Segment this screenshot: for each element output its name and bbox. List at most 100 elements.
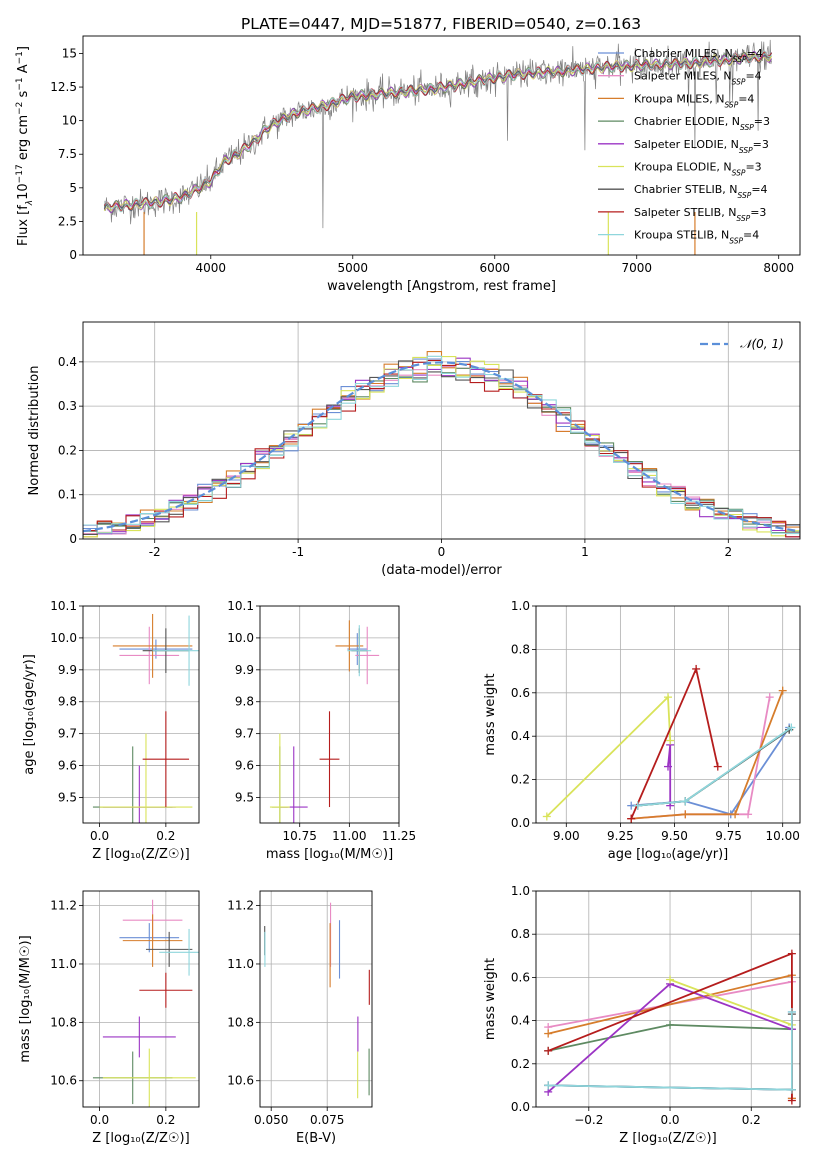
x-axis-label: Z [log₁₀(Z/Z☉)] bbox=[92, 1131, 189, 1146]
y-label-part: A bbox=[16, 64, 31, 77]
y-tick-label: 11.2 bbox=[50, 899, 77, 913]
x-tick-label: 0.075 bbox=[310, 1113, 344, 1127]
x-tick-label: 9.75 bbox=[715, 829, 742, 843]
age_Z-panel: 0.0 0.2 9.5 9.6 9.7 9.8 9.9 10.0 10.1 Z [log₁₀(Z/… bbox=[22, 599, 200, 862]
y-tick-label: 10.8 bbox=[227, 1015, 254, 1029]
legend-nssp: =3 bbox=[750, 206, 766, 219]
legend-label: Chabrier MILES, NSSP=4 bbox=[634, 47, 763, 64]
y-tick-label: 11.0 bbox=[50, 957, 77, 971]
spectrum-panel: 4000 5000 6000 7000 8000 0 2.5 5 7.5 10 12.5 15 wave… bbox=[15, 35, 801, 294]
y-label-part: erg cm bbox=[16, 115, 31, 164]
x-tick-label: 0.050 bbox=[254, 1113, 288, 1127]
y-label-part: −1 bbox=[15, 51, 25, 64]
legend-nssp: =4 bbox=[738, 92, 754, 105]
legend-sub: SSP bbox=[733, 55, 747, 64]
x-tick-label: 11.25 bbox=[382, 829, 416, 843]
y-tick-label: 0.0 bbox=[511, 816, 530, 830]
legend-model-name: Chabrier MILES, N bbox=[634, 47, 733, 60]
y-tick-label: 10.0 bbox=[50, 631, 77, 645]
legend-label: Kroupa STELIB, NSSP=4 bbox=[634, 229, 759, 246]
x-tick-label: 0.2 bbox=[742, 1113, 761, 1127]
y-axis-label: Flux [fλ10−17 erg cm−2 s−1 A−1] bbox=[15, 46, 35, 246]
x-tick-label: 8000 bbox=[763, 261, 794, 275]
legend-label: Salpeter STELIB, NSSP=3 bbox=[634, 206, 766, 223]
y-tick-label: 0.8 bbox=[511, 927, 530, 941]
age_Z-plot-area bbox=[83, 606, 199, 823]
legend-sub: SSP bbox=[732, 77, 746, 86]
y-tick-label: 7.5 bbox=[58, 147, 77, 161]
axes-frame bbox=[82, 605, 200, 824]
y-tick-label: 11.0 bbox=[227, 957, 254, 971]
legend-nssp: =4 bbox=[743, 229, 759, 242]
weight_age-panel: 9.00 9.25 9.50 9.75 10.00 0.0 0.2 0.4 0.6 0.8 1.0 a… bbox=[483, 599, 801, 862]
x-axis-label: E(B-V) bbox=[296, 1131, 336, 1146]
y-tick-label: 0.4 bbox=[58, 355, 77, 369]
y-label-part: 10 bbox=[16, 183, 31, 200]
legend-model-name: Chabrier STELIB, N bbox=[634, 183, 738, 196]
mass_ebv-panel: 0.050 0.075 10.6 10.8 11.0 11.2 E(B-V) bbox=[227, 890, 373, 1146]
x-tick-label: 0.2 bbox=[156, 829, 175, 843]
axes-frame bbox=[82, 890, 200, 1108]
weight-line-4 bbox=[667, 744, 672, 806]
weight_age-plot-area bbox=[536, 606, 800, 823]
y-tick-label: 12.5 bbox=[50, 80, 77, 94]
y-tick-label: 9.5 bbox=[58, 790, 77, 804]
x-tick-label: 11.00 bbox=[332, 829, 366, 843]
y-tick-label: 0 bbox=[69, 248, 77, 262]
weight_Z-panel: −0.2 0.0 0.2 0.0 0.2 0.4 0.6 0.8 1.0 Z [log₁₀(Z/Z… bbox=[483, 884, 801, 1146]
x-axis-label: Z [log₁₀(Z/Z☉)] bbox=[619, 1131, 716, 1146]
y-tick-label: 9.7 bbox=[58, 727, 77, 741]
y-label-part: −17 bbox=[15, 164, 25, 183]
y-tick-label: 0.4 bbox=[511, 1014, 530, 1028]
residuals-plot-area bbox=[83, 322, 800, 539]
x-tick-label: 2 bbox=[724, 545, 732, 559]
histogram-8 bbox=[83, 355, 800, 535]
y-tick-label: 11.2 bbox=[227, 899, 254, 913]
age_mass-panel: 10.75 11.00 11.25 9.5 9.6 9.7 9.8 9.9 10.0 10.1 ma… bbox=[227, 599, 416, 862]
y-tick-label: 10.0 bbox=[227, 631, 254, 645]
y-tick-label: 1.0 bbox=[511, 599, 530, 613]
model-spectrum-6 bbox=[103, 51, 773, 212]
legend-model-name: Salpeter ELODIE, N bbox=[634, 138, 739, 151]
y-tick-label: 9.6 bbox=[58, 759, 77, 773]
x-tick-label: 9.50 bbox=[661, 829, 688, 843]
y-tick-label: 10.1 bbox=[50, 599, 77, 613]
y-tick-label: 0.2 bbox=[511, 773, 530, 787]
y-tick-label: 0.6 bbox=[511, 686, 530, 700]
x-tick-label: 0.0 bbox=[660, 1113, 679, 1127]
axes-frame bbox=[535, 605, 801, 824]
x-tick-label: 5000 bbox=[337, 261, 368, 275]
legend-model-name: Kroupa MILES, N bbox=[634, 92, 724, 105]
spectrum-plot-area bbox=[103, 39, 773, 255]
y-tick-label: 0.0 bbox=[511, 1100, 530, 1114]
legend-sub: SSP bbox=[736, 213, 750, 222]
y-axis-label: mass [log₁₀(M/M☉)] bbox=[18, 935, 33, 1062]
legend-label: Chabrier ELODIE, NSSP=3 bbox=[634, 115, 770, 132]
axes-frame bbox=[82, 35, 801, 256]
legend-sub: SSP bbox=[729, 236, 743, 245]
legend-label: Kroupa MILES, NSSP=4 bbox=[634, 92, 754, 109]
y-label-part: ] bbox=[16, 46, 31, 51]
x-tick-label: 6000 bbox=[479, 261, 510, 275]
y-label-part: −1 bbox=[15, 77, 25, 90]
y-tick-label: 0.2 bbox=[511, 1057, 530, 1071]
y-tick-label: 9.5 bbox=[235, 790, 254, 804]
y-label-part: s bbox=[16, 90, 31, 101]
axes-frame bbox=[535, 890, 801, 1108]
mass_ebv-plot-area bbox=[260, 891, 372, 1107]
legend-nssp: =4 bbox=[751, 183, 767, 196]
legend-nssp: =3 bbox=[745, 161, 761, 174]
x-axis-label: mass [log₁₀(M/M☉)] bbox=[266, 847, 393, 862]
x-axis-label: wavelength [Angstrom, rest frame] bbox=[327, 279, 556, 294]
y-tick-label: 9.6 bbox=[235, 759, 254, 773]
y-tick-label: 0.6 bbox=[511, 970, 530, 984]
model-spectrum-5 bbox=[103, 51, 773, 212]
x-tick-label: -1 bbox=[292, 545, 304, 559]
mass_Z-plot-area bbox=[83, 891, 199, 1107]
y-label-part: λ bbox=[25, 200, 35, 206]
residuals-panel: -2 -1 0 1 2 0 0.1 0.2 0.3 0.4 (data-model)/error No… bbox=[27, 321, 801, 578]
y-axis-label: age [log₁₀(age/yr)] bbox=[22, 654, 37, 775]
y-axis-label: Normed distribution bbox=[27, 366, 42, 496]
legend-model-name: Kroupa ELODIE, N bbox=[634, 161, 732, 174]
